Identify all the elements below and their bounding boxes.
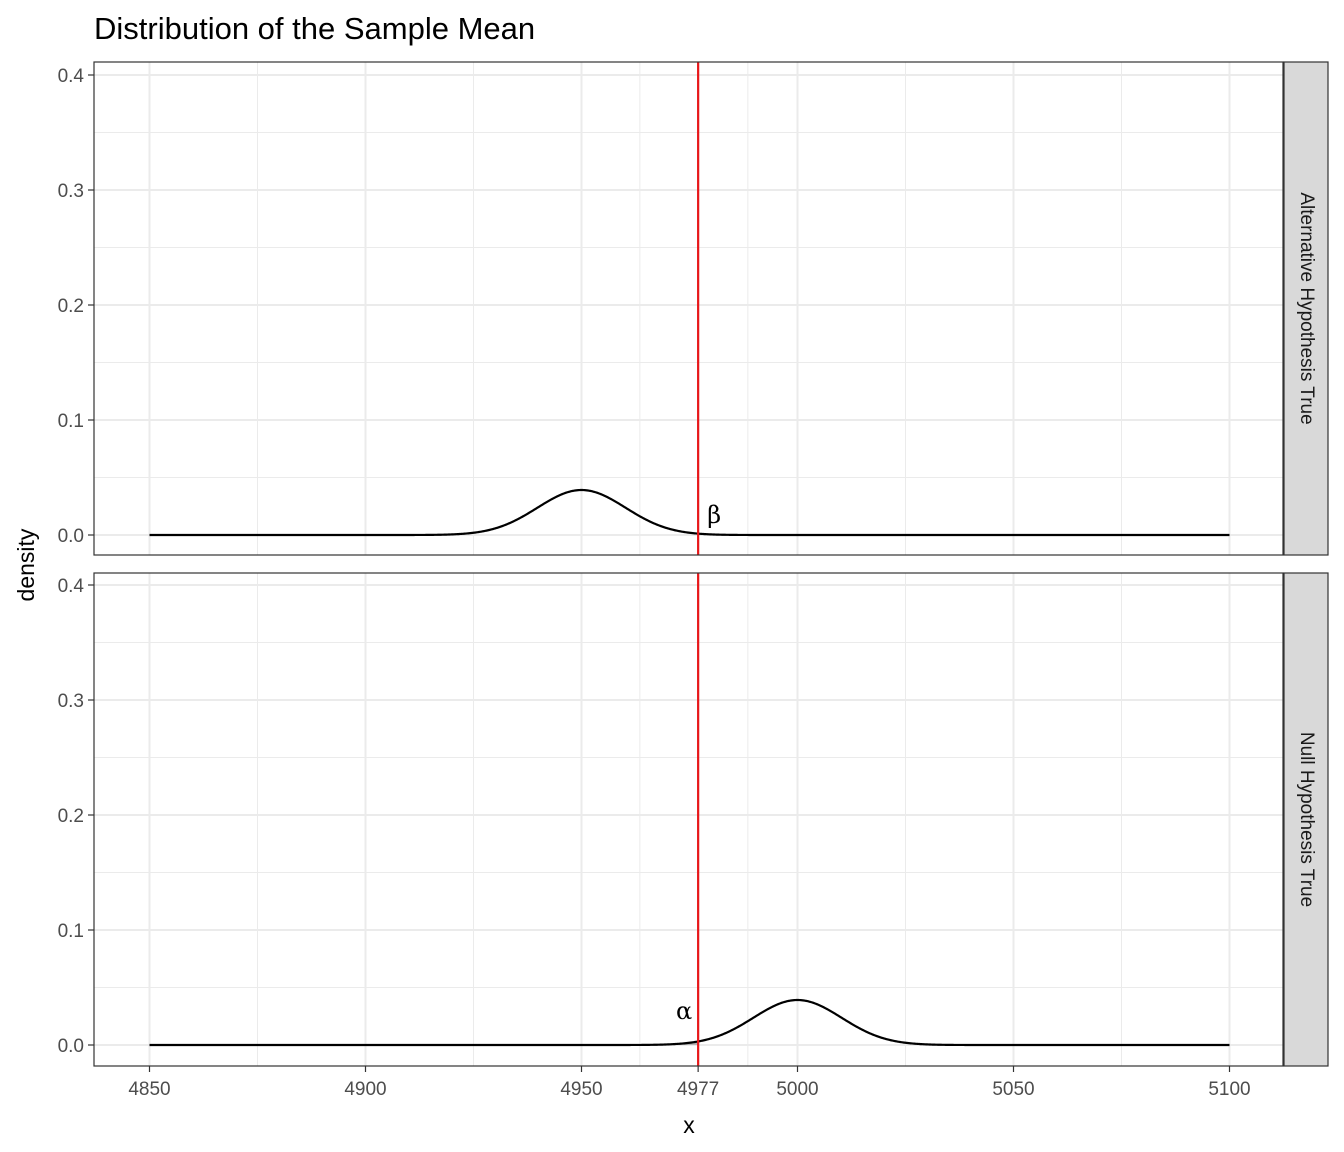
panel-border <box>93 572 1284 1067</box>
x-tick-label: 4850 <box>128 1079 170 1100</box>
x-tick-label: 4977 <box>677 1079 719 1100</box>
chart-title: Distribution of the Sample Mean <box>94 11 535 46</box>
y-tick-label: 0.0 <box>58 526 84 547</box>
x-tick-label: 5000 <box>776 1079 818 1100</box>
x-tick-label: 4900 <box>344 1079 386 1100</box>
density-curve <box>149 488 1230 537</box>
panel-border <box>93 61 1284 556</box>
y-tick-label: 0.3 <box>58 181 84 202</box>
x-tick-label: 5100 <box>1208 1079 1250 1100</box>
y-tick-label: 0.1 <box>58 411 84 432</box>
facet-strip <box>1283 61 1329 556</box>
y-tick-label: 0.0 <box>58 1036 84 1057</box>
y-tick-label: 0.4 <box>58 576 85 597</box>
y-tick-label: 0.1 <box>58 921 84 942</box>
y-tick-label: 0.3 <box>58 691 84 712</box>
y-tick-label: 0.2 <box>58 296 84 317</box>
shaded-area-label: α <box>676 997 692 1025</box>
y-tick-label: 0.2 <box>58 806 84 827</box>
x-axis-title: x <box>683 1112 695 1138</box>
panel-background <box>94 62 1283 555</box>
x-tick-label: 4950 <box>560 1079 602 1100</box>
panel-background <box>94 573 1283 1066</box>
facet-strip-label: Null Hypothesis True <box>1296 732 1317 907</box>
facet-strip-label: Alternative Hypothesis True <box>1296 192 1317 424</box>
y-tick-label: 0.4 <box>58 66 85 87</box>
density-curve <box>149 998 1230 1047</box>
x-tick-label: 5050 <box>992 1079 1034 1100</box>
facet-strip <box>1283 572 1329 1067</box>
shaded-area-label: β <box>707 501 721 529</box>
y-axis-title: density <box>13 528 39 601</box>
